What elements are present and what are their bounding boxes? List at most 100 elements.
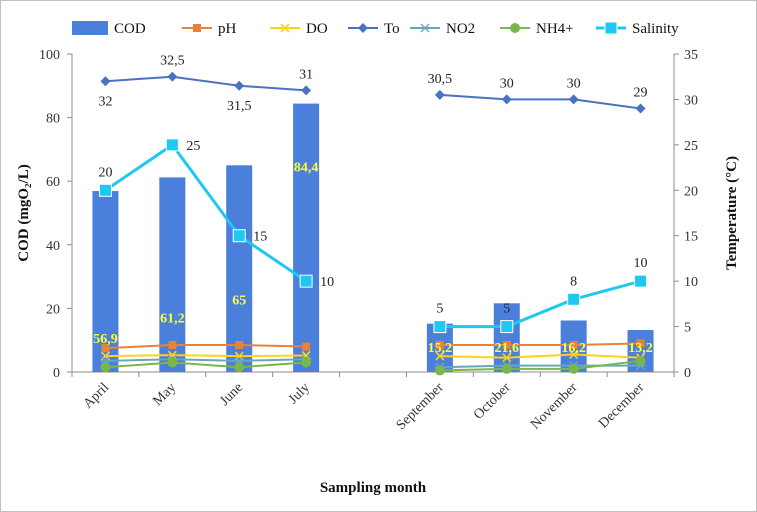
to-data-label: 32 bbox=[98, 94, 112, 109]
point-to bbox=[167, 71, 178, 82]
y2-axis-title: Temperature (°C) bbox=[724, 156, 740, 270]
bar-cod bbox=[92, 191, 119, 372]
left-tick-label: 20 bbox=[46, 302, 60, 317]
legend-label: NO2 bbox=[446, 21, 475, 37]
right-tick-label: 30 bbox=[684, 93, 698, 108]
right-tick-label: 10 bbox=[684, 275, 698, 290]
point-nh4plus bbox=[234, 362, 245, 373]
cod-data-label: 21,6 bbox=[495, 341, 520, 356]
point-salinity bbox=[98, 183, 112, 197]
x-tick-label: July bbox=[286, 380, 313, 407]
point-to bbox=[358, 23, 368, 33]
legend-label: Salinity bbox=[632, 21, 679, 37]
legend-label: NH4+ bbox=[536, 21, 574, 37]
cod-data-label: 13,2 bbox=[628, 341, 653, 356]
point-nh4plus bbox=[434, 365, 445, 376]
salinity-data-label: 20 bbox=[98, 165, 112, 180]
line-nh4plus bbox=[439, 359, 641, 372]
point-ph bbox=[302, 342, 311, 351]
to-data-label: 32,5 bbox=[160, 54, 185, 69]
left-tick-label: 100 bbox=[39, 48, 60, 63]
point-to bbox=[501, 94, 512, 105]
x-tick-label: October bbox=[471, 380, 514, 423]
point-do bbox=[435, 351, 445, 361]
legend-label: pH bbox=[218, 21, 237, 37]
point-ph bbox=[435, 340, 444, 349]
cod-data-label: 56,9 bbox=[93, 332, 118, 347]
point-do bbox=[502, 353, 512, 363]
bar-cod bbox=[226, 165, 253, 372]
salinity-data-label: 10 bbox=[320, 275, 334, 290]
x-tick-label: December bbox=[596, 380, 648, 432]
point-ph bbox=[168, 340, 177, 349]
x-axis-title: Sampling month bbox=[320, 480, 427, 496]
x-tick-label: April bbox=[81, 380, 113, 412]
left-tick-label: 40 bbox=[46, 239, 60, 254]
salinity-data-label: 10 bbox=[634, 256, 648, 271]
line-do bbox=[439, 353, 641, 359]
point-nh4plus bbox=[635, 355, 646, 366]
point-nh4plus bbox=[301, 357, 312, 368]
line-do bbox=[105, 354, 307, 358]
point-to bbox=[100, 76, 111, 87]
line-no2 bbox=[439, 364, 641, 369]
point-to bbox=[301, 85, 312, 96]
right-tick-label: 15 bbox=[684, 230, 698, 245]
bar-cod bbox=[493, 303, 520, 372]
right-tick-label: 5 bbox=[684, 321, 691, 336]
point-ph bbox=[569, 340, 578, 349]
cod-data-label: 65 bbox=[232, 293, 246, 308]
left-tick-label: 0 bbox=[53, 366, 60, 381]
point-to bbox=[635, 103, 646, 114]
line-ph bbox=[439, 342, 641, 346]
line-salinity bbox=[439, 279, 641, 329]
point-nh4plus bbox=[568, 363, 579, 374]
legend-swatch-cod bbox=[72, 21, 108, 35]
bar-cod bbox=[159, 177, 186, 372]
right-tick-label: 0 bbox=[684, 366, 691, 381]
point-nh4plus bbox=[100, 362, 111, 373]
point-salinity bbox=[500, 320, 514, 334]
point-nh4plus bbox=[167, 357, 178, 368]
x-tick-label: June bbox=[217, 380, 246, 409]
point-salinity bbox=[604, 21, 618, 35]
left-tick-label: 60 bbox=[46, 175, 60, 190]
point-to bbox=[568, 94, 579, 105]
point-salinity bbox=[165, 138, 179, 152]
point-salinity bbox=[433, 320, 447, 334]
legend-label: To bbox=[384, 21, 400, 37]
left-tick-label: 80 bbox=[46, 112, 60, 127]
line-to bbox=[439, 93, 641, 110]
salinity-data-label: 8 bbox=[570, 274, 577, 289]
to-data-label: 29 bbox=[634, 86, 648, 101]
point-salinity bbox=[567, 292, 581, 306]
right-tick-label: 25 bbox=[684, 139, 698, 154]
point-do bbox=[167, 350, 177, 360]
x-tick-label: November bbox=[528, 380, 581, 433]
point-do bbox=[301, 350, 311, 361]
point-salinity bbox=[232, 229, 246, 243]
legend-label: DO bbox=[306, 21, 328, 37]
point-ph bbox=[193, 24, 201, 32]
point-do bbox=[569, 349, 579, 360]
point-to bbox=[234, 80, 245, 91]
salinity-data-label: 5 bbox=[436, 302, 443, 317]
to-data-label: 31,5 bbox=[227, 99, 252, 114]
y-axis-title: COD (mgO₂/L) bbox=[16, 164, 32, 261]
salinity-data-label: 15 bbox=[253, 230, 267, 245]
legend-label: COD bbox=[114, 21, 146, 37]
line-no2 bbox=[105, 358, 307, 362]
point-to bbox=[434, 89, 445, 100]
salinity-data-label: 5 bbox=[503, 302, 510, 317]
point-ph bbox=[101, 344, 110, 353]
right-tick-label: 35 bbox=[684, 48, 698, 63]
cod-data-label: 61,2 bbox=[160, 312, 185, 327]
point-no2 bbox=[420, 23, 430, 33]
right-tick-label: 20 bbox=[684, 184, 698, 199]
to-data-label: 31 bbox=[299, 67, 313, 82]
cod-data-label: 15,2 bbox=[428, 341, 453, 356]
to-data-label: 30,5 bbox=[428, 72, 453, 87]
point-do bbox=[280, 23, 290, 33]
